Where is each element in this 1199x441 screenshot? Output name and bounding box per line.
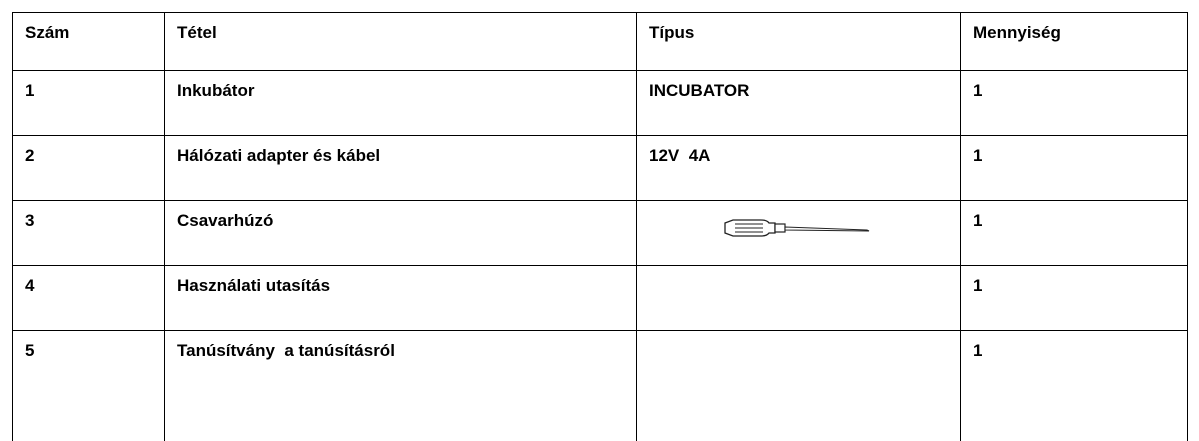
table-wrap: Szám Tétel Típus Mennyiség 1 Inkubátor INCUBAT… bbox=[12, 12, 1188, 441]
table-cell: 4 bbox=[12, 265, 165, 331]
table-cell: 1 bbox=[12, 70, 165, 136]
table-row: 5 Tanúsítvány a tanúsításról 1 bbox=[12, 330, 1188, 441]
table-cell: Szám bbox=[12, 12, 165, 71]
table-cell: Csavarhúzó bbox=[164, 200, 637, 266]
table-cell: 5 bbox=[12, 330, 165, 441]
table-row: Szám Tétel Típus Mennyiség bbox=[12, 12, 1188, 71]
table-cell: Típus bbox=[636, 12, 961, 71]
table-cell bbox=[636, 330, 961, 441]
table-cell: 3 bbox=[12, 200, 165, 266]
table-cell: Hálózati adapter és kábel bbox=[164, 135, 637, 201]
table-cell: Inkubátor bbox=[164, 70, 637, 136]
table-row: 3 Csavarhúzó 1 bbox=[12, 200, 1188, 266]
table-cell: INCUBATOR bbox=[636, 70, 961, 136]
table-row: 1 Inkubátor INCUBATOR 1 bbox=[12, 70, 1188, 136]
table-cell: 1 bbox=[960, 135, 1188, 201]
table-row: 4 Használati utasítás 1 bbox=[12, 265, 1188, 331]
table-cell bbox=[636, 265, 961, 331]
table-cell: 12V 4A bbox=[636, 135, 961, 201]
table-cell: Tanúsítvány a tanúsításról bbox=[164, 330, 637, 441]
table-cell: 1 bbox=[960, 330, 1188, 441]
table-cell: Használati utasítás bbox=[164, 265, 637, 331]
table-cell: 1 bbox=[960, 200, 1188, 266]
table-row: 2 Hálózati adapter és kábel 12V 4A 1 bbox=[12, 135, 1188, 201]
table-body: Szám Tétel Típus Mennyiség 1 Inkubátor INCUBAT… bbox=[12, 12, 1188, 441]
contents-table: Szám Tétel Típus Mennyiség 1 Inkubátor INCUBAT… bbox=[12, 12, 1188, 441]
table-cell: Tétel bbox=[164, 12, 637, 71]
table-cell bbox=[636, 200, 961, 266]
table-cell: 2 bbox=[12, 135, 165, 201]
table-cell: 1 bbox=[960, 70, 1188, 136]
table-cell: Mennyiség bbox=[960, 12, 1188, 71]
screwdriver-image bbox=[724, 219, 870, 237]
table-cell: 1 bbox=[960, 265, 1188, 331]
